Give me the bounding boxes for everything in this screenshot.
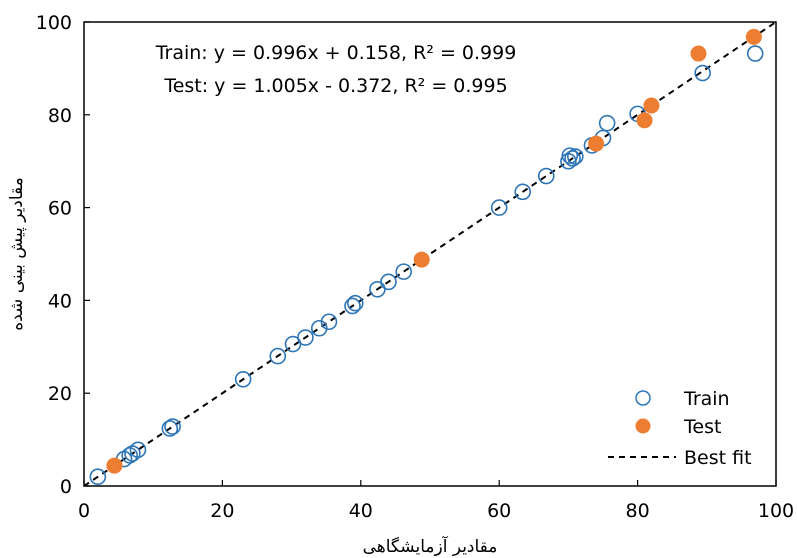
train-point xyxy=(124,445,141,462)
test-point xyxy=(588,135,605,152)
plot-frame xyxy=(83,21,777,487)
ticks-layer: 0 20 40 60 80 100 0 20 40 60 80 100 xyxy=(36,12,794,522)
train-point xyxy=(746,45,764,62)
legend-test-marker xyxy=(635,418,651,434)
best-fit-layer xyxy=(83,21,777,487)
test-point xyxy=(745,28,762,45)
legend-train-label: Train xyxy=(683,388,730,410)
test-point xyxy=(690,45,707,62)
train-point xyxy=(89,468,107,486)
x-tick-label: 100 xyxy=(758,500,794,522)
x-tick-label: 80 xyxy=(626,500,650,522)
x-tick-label: 0 xyxy=(78,500,90,522)
train-point xyxy=(164,418,181,435)
test-point xyxy=(413,251,430,268)
y-tick-label: 60 xyxy=(48,198,72,220)
y-axis-title: مقادیر پیش بینی شده xyxy=(7,177,27,331)
legend-train-marker xyxy=(635,390,651,406)
train-point xyxy=(694,64,711,82)
train-point xyxy=(490,199,508,216)
y-tick-label: 20 xyxy=(48,383,72,405)
train-point xyxy=(234,370,252,388)
best-fit-line xyxy=(83,21,777,487)
train-point xyxy=(346,294,364,312)
points-layer xyxy=(89,28,764,486)
y-tick-label: 0 xyxy=(60,476,72,498)
train-point xyxy=(537,167,555,185)
y-tick-label: 40 xyxy=(48,290,72,312)
train-point xyxy=(269,347,287,365)
train-point xyxy=(561,147,579,164)
x-tick-label: 20 xyxy=(210,500,234,522)
train-point xyxy=(514,183,532,201)
test-point xyxy=(636,112,653,129)
y-tick-label: 100 xyxy=(36,12,72,34)
train-point xyxy=(598,114,616,132)
train-point xyxy=(564,150,581,167)
train-point xyxy=(297,329,314,346)
x-tick-label: 60 xyxy=(487,500,511,522)
legend-test-label: Test xyxy=(683,416,721,438)
legend-bestfit-label: Best fit xyxy=(684,447,752,469)
train-point xyxy=(567,148,584,165)
test-point xyxy=(643,97,660,114)
annotation-test: Test: y = 1.005x - 0.372, R² = 0.995 xyxy=(163,75,507,97)
x-axis-title: مقادیر آزمایشگاهی xyxy=(363,535,498,557)
train-point xyxy=(121,447,138,464)
y-tick-label: 80 xyxy=(48,105,72,127)
train-point xyxy=(161,420,179,437)
train-point xyxy=(344,297,361,315)
train-point xyxy=(320,313,338,331)
annotation-train: Train: y = 0.996x + 0.158, R² = 0.999 xyxy=(155,42,517,64)
x-tick-label: 40 xyxy=(349,500,373,522)
train-point xyxy=(129,441,147,459)
train-point xyxy=(380,273,397,291)
legend: Train Test Best fit xyxy=(608,388,752,469)
train-point xyxy=(395,263,413,280)
test-point xyxy=(106,457,123,474)
